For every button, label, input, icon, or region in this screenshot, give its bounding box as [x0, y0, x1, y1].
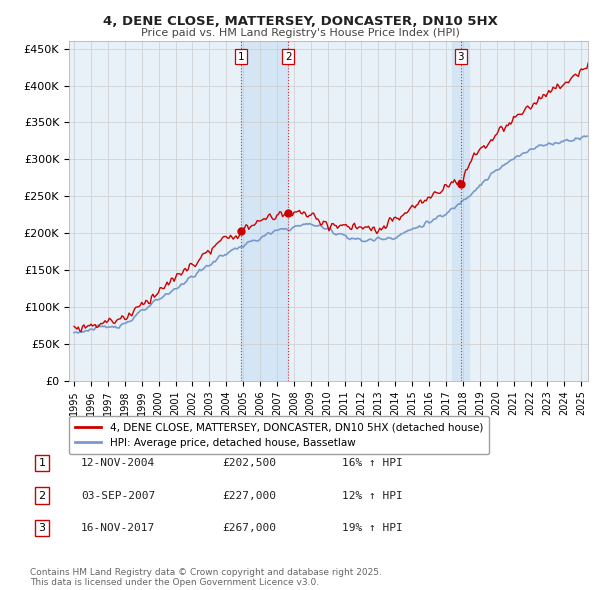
Text: 2: 2 — [38, 491, 46, 500]
Text: 16% ↑ HPI: 16% ↑ HPI — [342, 458, 403, 468]
Text: Contains HM Land Registry data © Crown copyright and database right 2025.
This d: Contains HM Land Registry data © Crown c… — [30, 568, 382, 587]
Bar — [241, 41, 288, 381]
Text: 1: 1 — [38, 458, 46, 468]
Text: 1: 1 — [238, 51, 244, 61]
Text: 16-NOV-2017: 16-NOV-2017 — [81, 523, 155, 533]
Text: 4, DENE CLOSE, MATTERSEY, DONCASTER, DN10 5HX: 4, DENE CLOSE, MATTERSEY, DONCASTER, DN1… — [103, 15, 497, 28]
Text: 12-NOV-2004: 12-NOV-2004 — [81, 458, 155, 468]
Text: 2: 2 — [285, 51, 292, 61]
Text: £227,000: £227,000 — [222, 491, 276, 500]
Bar — [452, 41, 469, 381]
Text: 3: 3 — [458, 51, 464, 61]
Text: 19% ↑ HPI: 19% ↑ HPI — [342, 523, 403, 533]
Text: 3: 3 — [38, 523, 46, 533]
Text: £202,500: £202,500 — [222, 458, 276, 468]
Text: £267,000: £267,000 — [222, 523, 276, 533]
Text: 12% ↑ HPI: 12% ↑ HPI — [342, 491, 403, 500]
Legend: 4, DENE CLOSE, MATTERSEY, DONCASTER, DN10 5HX (detached house), HPI: Average pri: 4, DENE CLOSE, MATTERSEY, DONCASTER, DN1… — [69, 417, 489, 454]
Text: 03-SEP-2007: 03-SEP-2007 — [81, 491, 155, 500]
Text: Price paid vs. HM Land Registry's House Price Index (HPI): Price paid vs. HM Land Registry's House … — [140, 28, 460, 38]
